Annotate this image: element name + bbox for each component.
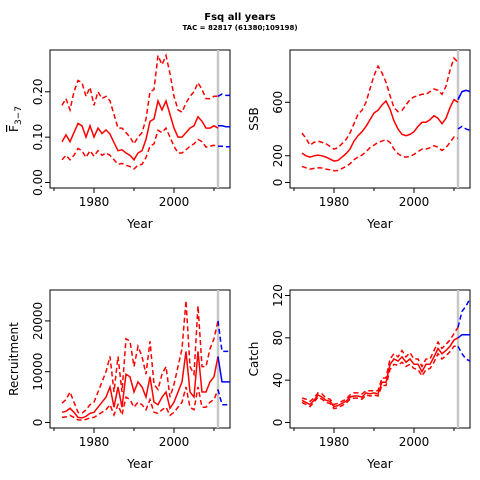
recruitment-upper-line	[61, 300, 219, 415]
recruitment-y-tick-label: 20000	[31, 302, 45, 340]
catch-y-tick-label: 120	[271, 284, 285, 307]
figure-title: Fsq all years	[204, 12, 275, 23]
catch-y-tick-label: 40	[271, 373, 285, 388]
recruitment-forecast-lower-line	[217, 389, 230, 406]
ssb-lower-line	[301, 136, 459, 172]
ssb-x-tick-label: 1980	[319, 195, 350, 209]
ssb-x-axis-label: Year	[366, 217, 392, 231]
recruitment-x-tick-label: 1980	[79, 435, 110, 449]
fbar-y-tick-label: 0.20	[31, 78, 45, 105]
ssb-panel: 1980 2000 0 200 600 Year SSB	[247, 49, 471, 231]
catch-x-tick-label: 2000	[399, 435, 430, 449]
recruitment-x-tick-label: 2000	[159, 435, 190, 449]
fbar-x-axis-label: Year	[126, 217, 152, 231]
ssb-frame	[289, 49, 471, 189]
catch-frame	[289, 289, 471, 429]
recruitment-median-line	[61, 351, 219, 419]
fbar-y-axis-label: F3−7	[7, 106, 24, 132]
catch-median-line	[301, 337, 459, 408]
recruitment-frame	[49, 289, 231, 429]
ssb-y-tick-label: 0	[271, 179, 285, 187]
ssb-x-tick-label: 2000	[399, 195, 430, 209]
ssb-upper-line	[301, 56, 459, 150]
fbar-x-tick-label: 1980	[79, 195, 110, 209]
fbar-panel: 1980 2000 0.00 0.10 0.20 Year F3−7	[7, 49, 231, 231]
recruitment-y-tick-label: 0	[31, 419, 45, 427]
catch-forecast-upper-line	[457, 298, 471, 328]
fbar-median-line	[61, 98, 219, 162]
catch-x-tick-label: 1980	[319, 435, 350, 449]
ssb-forecast-lower-line	[457, 125, 471, 132]
catch-forecast-lower-line	[457, 345, 471, 362]
recruitment-y-axis-label: Recruitment	[7, 322, 21, 396]
ssb-median-line	[301, 98, 459, 162]
catch-forecast-median-line	[457, 333, 470, 339]
fbar-y-axis-label-sub: 3−7	[14, 106, 24, 125]
recruitment-lower-line	[61, 386, 219, 421]
ssb-forecast-upper-line	[457, 89, 471, 100]
catch-y-tick-label: 0	[271, 419, 285, 427]
catch-lower-line	[301, 345, 458, 410]
catch-upper-line	[301, 326, 459, 406]
catch-x-axis-label: Year	[366, 457, 392, 471]
catch-y-tick-label: 80	[271, 330, 285, 345]
fbar-x-tick-label: 2000	[159, 195, 190, 209]
figure-subtitle: TAC = 82817 (61380;109198)	[182, 24, 297, 32]
recruitment-y-tick-label: 10000	[31, 353, 45, 391]
fbar-frame	[49, 49, 231, 189]
fbar-forecast-upper-line	[217, 93, 230, 97]
catch-panel: 1980 2000 0 40 80 120 Year Catch	[247, 284, 471, 471]
fbar-forecast-median-line	[218, 125, 230, 128]
fbar-y-tick-label: 0.00	[31, 169, 45, 196]
catch-y-axis-label: Catch	[247, 342, 261, 377]
fbar-lower-line	[61, 126, 219, 170]
recruitment-forecast-median-line	[217, 356, 230, 383]
ssb-y-tick-label: 200	[271, 144, 285, 167]
ssb-y-axis-label: SSB	[247, 107, 261, 130]
recruitment-x-axis-label: Year	[126, 457, 152, 471]
fbar-y-tick-label: 0.10	[31, 124, 45, 151]
recruitment-forecast-upper-line	[217, 320, 230, 353]
fbar-y-axis-label-main: F	[7, 125, 21, 132]
fbar-upper-line	[61, 52, 218, 146]
ssb-y-tick-label: 600	[271, 91, 285, 114]
fbar-forecast-lower-line	[218, 145, 230, 148]
